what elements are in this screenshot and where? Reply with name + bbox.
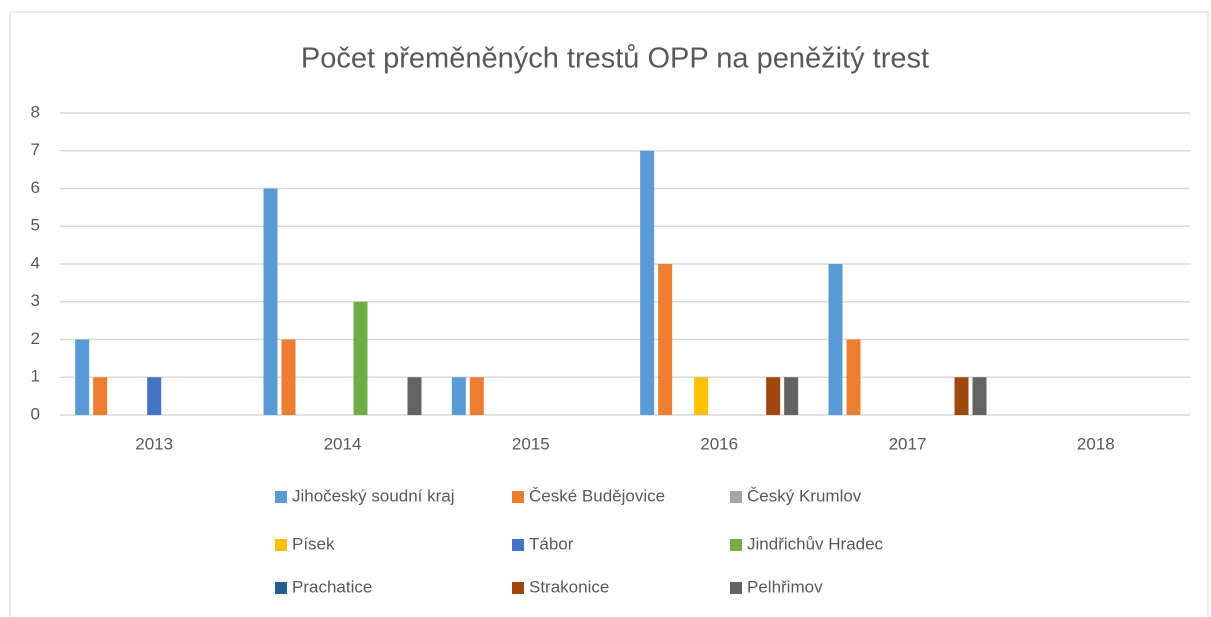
y-tick-label: 0 [31,404,40,423]
legend-swatch [275,582,287,594]
x-tick-label: 2018 [1077,434,1115,453]
y-tick-label: 5 [31,216,40,235]
bar [469,377,484,415]
bar [954,377,969,415]
legend-swatch [512,539,524,551]
chart-title: Počet přeměněných trestů OPP na peněžitý… [301,43,929,75]
legend-label: Písek [292,534,335,553]
y-tick-label: 6 [31,178,40,197]
bar [93,377,108,415]
legend-swatch [275,539,287,551]
legend-swatch [512,582,524,594]
legend-swatch [512,491,524,503]
bar [407,377,422,415]
legend-swatch [730,491,742,503]
bar [75,339,90,415]
legend-label: Jindřichův Hradec [747,534,884,553]
legend-label: Prachatice [292,577,372,596]
bar [147,377,162,415]
legend-label: Jihočeský soudní kraj [292,486,455,505]
bar [353,301,368,415]
y-tick-label: 2 [31,329,40,348]
y-tick-label: 4 [31,253,40,272]
legend-swatch [730,539,742,551]
legend-label: České Budějovice [529,486,665,505]
y-tick-label: 7 [31,140,40,159]
x-tick-label: 2017 [889,434,927,453]
bar [766,377,781,415]
x-tick-label: 2014 [324,434,362,453]
chart-border [9,11,1209,617]
bar [451,377,466,415]
y-tick-label: 3 [31,291,40,310]
bar [972,377,987,415]
bar [694,377,709,415]
bar [263,188,278,415]
bar [281,339,296,415]
bar [828,264,843,415]
bar [846,339,861,415]
bar [640,150,655,415]
y-tick-label: 1 [31,367,40,386]
legend-label: Strakonice [529,577,609,596]
x-tick-label: 2016 [700,434,738,453]
legend-label: Tábor [529,534,574,553]
legend-swatch [730,582,742,594]
bar [658,264,673,415]
legend-label: Český Krumlov [747,486,862,505]
y-tick-label: 8 [31,102,40,121]
legend-swatch [275,491,287,503]
bar [784,377,799,415]
x-tick-label: 2013 [135,434,173,453]
x-tick-label: 2015 [512,434,550,453]
legend-label: Pelhřimov [747,577,823,596]
